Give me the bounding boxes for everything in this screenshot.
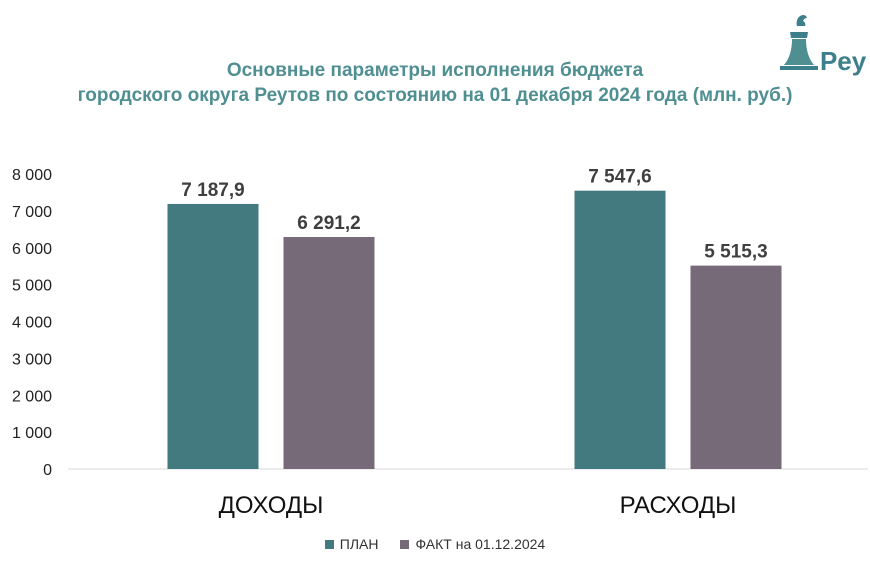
data-label: 6 291,2 [297, 213, 360, 234]
bars [167, 190, 782, 470]
y-tick-label: 2 000 [12, 388, 52, 405]
category-labels: ДОХОДЫ РАСХОДЫ [219, 492, 737, 519]
y-tick-label: 3 000 [12, 351, 52, 368]
y-tick-label: 7 000 [12, 204, 52, 221]
y-tick-label: 4 000 [12, 315, 52, 332]
data-label: 7 547,6 [588, 167, 651, 188]
category-label: РАСХОДЫ [620, 492, 737, 519]
y-tick-label: 6 000 [12, 241, 52, 258]
y-tick-label: 5 000 [12, 278, 52, 295]
legend: ПЛАН ФАКТ на 01.12.2024 [0, 536, 870, 552]
bar-plan-1 [574, 190, 666, 469]
chart-title-line-2: городского округа Реутов по состоянию на… [77, 85, 793, 106]
y-tick-label: 0 [43, 462, 52, 479]
legend-swatch-fact [400, 539, 410, 549]
bar-fact-1 [690, 265, 782, 469]
legend-label-fact: ФАКТ на 01.12.2024 [415, 536, 546, 552]
bell-with-bird-logo-icon [780, 15, 818, 70]
legend-swatch-plan [324, 539, 334, 549]
chart-title: Основные параметры исполнения бюджета го… [0, 58, 870, 108]
legend-item-plan: ПЛАН [324, 536, 379, 552]
y-tick-label: 8 000 [12, 167, 52, 184]
reutov-logo: Реу [776, 12, 870, 76]
chart-title-line-1: Основные параметры исполнения бюджета [226, 60, 644, 81]
budget-bar-chart: 0 1 000 2 000 3 000 4 000 5 000 6 000 7 000 8 00… [12, 167, 868, 519]
category-label: ДОХОДЫ [219, 492, 324, 519]
logo-text: Реу [820, 46, 867, 76]
legend-label-plan: ПЛАН [339, 536, 379, 552]
legend-item-fact: ФАКТ на 01.12.2024 [400, 536, 545, 552]
data-label: 5 515,3 [704, 242, 767, 263]
data-label: 7 187,9 [181, 180, 244, 201]
y-tick-label: 1 000 [12, 425, 52, 442]
data-labels: 7 187,9 6 291,2 7 547,6 5 515,3 [181, 167, 767, 263]
bar-plan-0 [167, 203, 259, 470]
bar-fact-0 [283, 237, 375, 469]
y-axis: 0 1 000 2 000 3 000 4 000 5 000 6 000 7 000 8 00… [12, 167, 52, 479]
